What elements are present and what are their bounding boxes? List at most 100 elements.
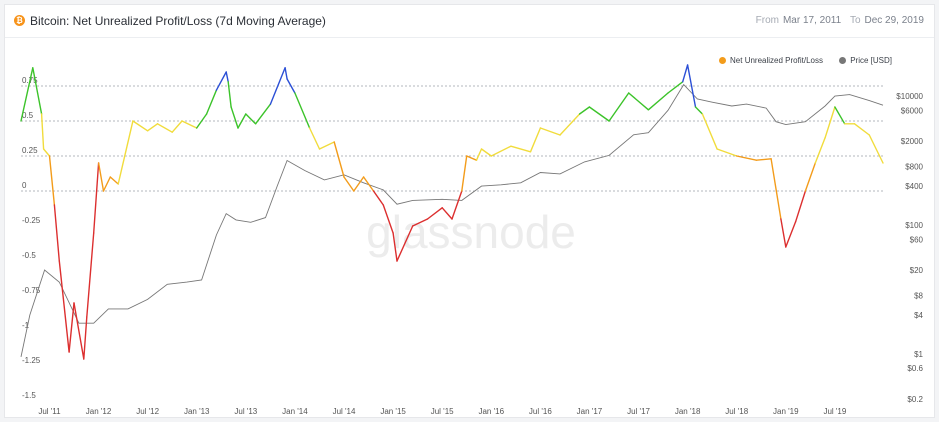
nupl-segment [284, 67, 288, 80]
legend-dot-nupl [719, 57, 727, 64]
right-axis-tick-label: $0.6 [907, 364, 923, 373]
bitcoin-icon: ₿ [14, 15, 25, 26]
from-date[interactable]: Mar 17, 2011 [782, 15, 842, 26]
nupl-segment [109, 176, 119, 185]
legend-item-price[interactable]: Price [USD] [839, 56, 892, 65]
x-axis-tick-label: Jan '19 [773, 407, 799, 416]
right-axis-tick-label: $1 [914, 350, 923, 359]
nupl-segment [382, 204, 394, 234]
nupl-segment [686, 64, 697, 108]
x-axis-tick-label: Jan '18 [675, 407, 701, 416]
nupl-segment [227, 81, 232, 108]
nupl-segment [294, 92, 311, 129]
nupl-segment [73, 302, 85, 360]
nupl-segment [780, 218, 787, 248]
nupl-segment [578, 106, 591, 115]
nupl-segment [853, 123, 870, 136]
nupl-segment [48, 155, 56, 206]
x-axis-tick-label: Jan '13 [184, 407, 210, 416]
nupl-chart[interactable]: glassnode0.750.50.250-0.25-0.5-0.75-1-1.… [5, 38, 936, 419]
nupl-segment [834, 106, 846, 125]
legend-label-price: Price [USD] [850, 56, 892, 65]
to-date[interactable]: Dec 29, 2019 [864, 15, 925, 26]
nupl-segment [451, 190, 463, 220]
nupl-segment [647, 92, 669, 111]
right-axis-tick-label: $10000 [896, 92, 923, 101]
x-axis-tick-label: Jan '16 [478, 407, 504, 416]
nupl-segment [58, 260, 70, 353]
nupl-segment [480, 148, 492, 157]
to-label: To [849, 15, 861, 26]
nupl-segment [343, 176, 355, 192]
nupl-segment [588, 106, 610, 122]
nupl-segment [286, 78, 296, 94]
nupl-segment [254, 103, 272, 125]
nupl-segment [32, 67, 43, 115]
x-axis-tick-label: Jul '13 [234, 407, 257, 416]
right-axis-tick-label: $60 [910, 235, 924, 244]
nupl-segment [824, 106, 836, 139]
nupl-segment [86, 232, 95, 318]
nupl-segment [215, 71, 227, 91]
right-axis-tick-label: $6000 [901, 106, 924, 115]
right-axis-tick-label: $0.2 [907, 395, 923, 404]
watermark-text: glassnode [366, 206, 576, 258]
nupl-segment [396, 225, 414, 262]
x-axis-tick-label: Jan '17 [577, 407, 603, 416]
right-axis-tick-label: $400 [905, 182, 923, 191]
nupl-segment [694, 106, 704, 115]
left-axis-tick-label: -0.25 [22, 216, 41, 225]
nupl-segment [308, 127, 321, 150]
left-axis-tick-label: -1.5 [22, 391, 36, 400]
nupl-segment [426, 207, 443, 220]
nupl-segment [237, 113, 247, 129]
nupl-segment [333, 141, 345, 178]
x-axis-tick-label: Jan '14 [282, 407, 308, 416]
nupl-segment [68, 302, 75, 353]
nupl-segment [205, 89, 218, 115]
nupl-segment [475, 148, 483, 161]
nupl-segment [156, 123, 173, 133]
nupl-segment [814, 137, 826, 164]
right-axis-tick-label: $2000 [901, 137, 924, 146]
nupl-segment [117, 120, 134, 185]
x-axis-tick-label: Jul '19 [823, 407, 846, 416]
nupl-segment [529, 127, 542, 153]
date-range[interactable]: From Mar 17, 2011 To Dec 29, 2019 [750, 15, 924, 26]
nupl-segment [53, 204, 60, 262]
nupl-segment [466, 155, 478, 161]
nupl-segment [132, 120, 149, 132]
nupl-segment [804, 162, 816, 192]
nupl-segment [146, 123, 159, 132]
nupl-segment [42, 148, 51, 157]
left-axis-tick-label: 0.5 [22, 111, 34, 120]
x-axis-tick-label: Jul '17 [627, 407, 650, 416]
nupl-segment [40, 113, 45, 150]
nupl-segment [362, 176, 375, 192]
x-axis-tick-label: Jul '11 [38, 407, 61, 416]
nupl-segment [490, 145, 512, 157]
nupl-segment [868, 134, 884, 164]
chart-legend: Net Unrealized Profit/Loss Price [USD] [705, 56, 892, 65]
nupl-segment [83, 316, 88, 360]
right-axis-tick-label: $4 [914, 311, 923, 320]
left-axis-tick-label: -0.75 [22, 286, 41, 295]
left-axis-tick-label: -1.25 [22, 356, 41, 365]
nupl-segment [230, 106, 239, 129]
x-axis-tick-label: Jul '16 [529, 407, 552, 416]
nupl-segment [628, 92, 650, 111]
legend-item-nupl[interactable]: Net Unrealized Profit/Loss [719, 56, 823, 65]
right-axis-tick-label: $800 [905, 163, 923, 172]
nupl-segment [701, 113, 718, 150]
nupl-segment [102, 176, 112, 192]
chart-card: ₿ Bitcoin: Net Unrealized Profit/Loss (7… [4, 4, 935, 418]
right-axis-tick-label: $100 [905, 221, 923, 230]
nupl-segment [682, 64, 689, 83]
right-axis-tick-label: $8 [914, 292, 923, 301]
nupl-segment [97, 162, 105, 192]
left-axis-tick-label: 0 [22, 181, 27, 190]
nupl-segment [353, 176, 365, 192]
left-axis-tick-label: 0.25 [22, 146, 38, 155]
x-axis-tick-label: Jul '14 [333, 407, 356, 416]
nupl-segment [794, 190, 807, 223]
